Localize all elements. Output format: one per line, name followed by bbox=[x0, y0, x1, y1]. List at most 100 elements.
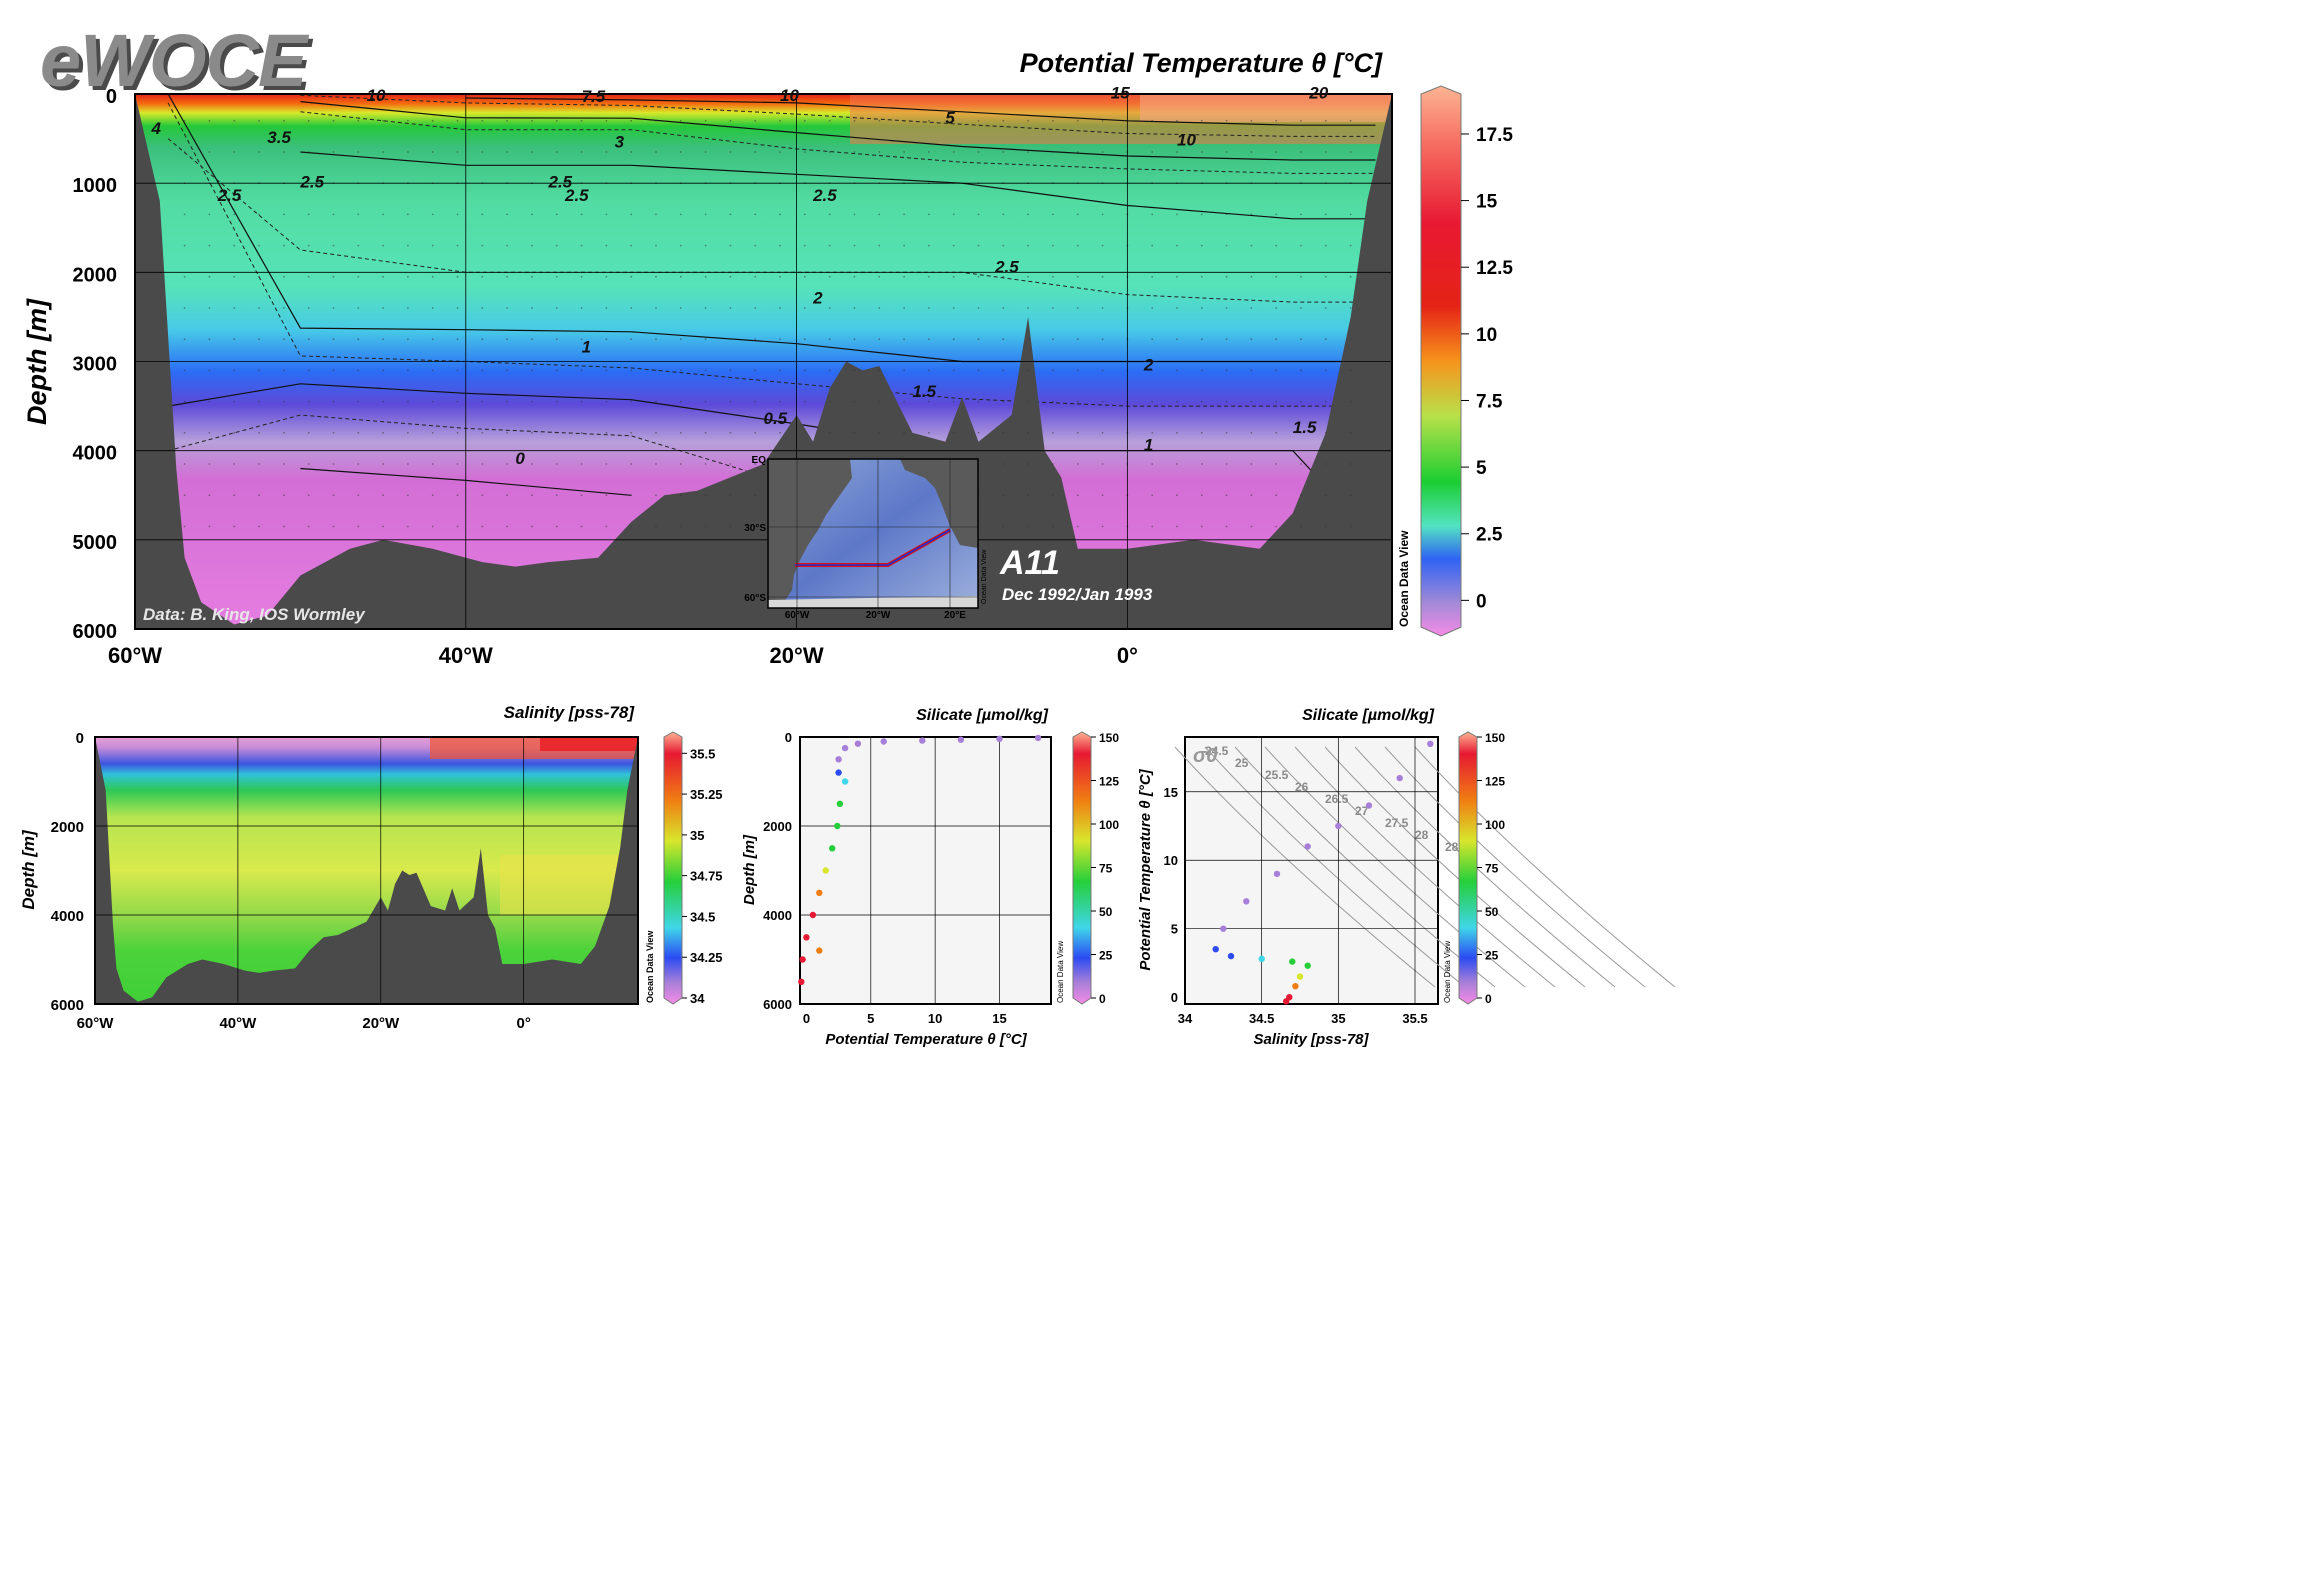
sample-dot bbox=[283, 463, 285, 465]
sample-dot bbox=[580, 369, 583, 372]
sample-dot bbox=[531, 151, 533, 153]
sample-dot bbox=[357, 431, 360, 434]
isotherm-label: 15 bbox=[1111, 84, 1130, 103]
sample-dot bbox=[1002, 151, 1005, 153]
sample-dot bbox=[1027, 213, 1029, 216]
profile-colorbar-ticks: 150 125 100 75 50 25 0 bbox=[1091, 731, 1119, 1006]
sample-dot bbox=[1176, 525, 1178, 528]
salinity-x-tick-label: 20°W bbox=[362, 1015, 400, 1032]
sample-dot bbox=[779, 244, 781, 247]
ts-x-tick-label: 34 bbox=[1178, 1011, 1193, 1026]
sample-dot bbox=[679, 151, 682, 153]
sample-dot bbox=[1324, 119, 1327, 122]
sample-dot bbox=[1275, 369, 1278, 372]
sample-dot bbox=[1027, 431, 1029, 434]
sample-dot bbox=[208, 213, 211, 216]
sample-dot bbox=[1101, 151, 1104, 153]
sample-dot bbox=[1250, 119, 1253, 122]
sample-dot bbox=[1101, 275, 1104, 278]
sample-dot bbox=[903, 400, 905, 403]
sample-dot bbox=[1324, 151, 1327, 153]
sample-dot bbox=[481, 400, 484, 403]
sample-dot bbox=[1052, 431, 1054, 434]
sample-dot bbox=[679, 338, 682, 341]
sample-dot bbox=[407, 307, 409, 309]
sample-dot bbox=[828, 244, 831, 247]
sample-dot bbox=[704, 119, 707, 122]
sample-dot bbox=[431, 119, 434, 122]
isotherm-label: 2.5 bbox=[994, 257, 1019, 276]
sample-dot bbox=[1300, 463, 1302, 465]
sample-dot bbox=[233, 431, 236, 434]
sample-dot bbox=[531, 213, 533, 216]
sample-dot bbox=[1275, 463, 1278, 465]
sample-dot bbox=[1176, 244, 1178, 247]
salinity-y-tick-label: 0 bbox=[76, 730, 84, 747]
ts-point bbox=[1258, 955, 1265, 962]
sample-dot bbox=[431, 369, 434, 372]
sample-dot bbox=[233, 494, 236, 497]
sample-dots bbox=[183, 119, 1352, 528]
sample-dot bbox=[307, 338, 310, 341]
sample-dot bbox=[1076, 213, 1079, 216]
sample-dot bbox=[580, 307, 583, 309]
sample-dot bbox=[630, 119, 633, 122]
sample-dot bbox=[952, 400, 955, 403]
sample-dot bbox=[605, 400, 608, 403]
salinity-colorbar-ticks: 35.5 35.25 35 34.75 34.5 34.25 34 bbox=[682, 746, 723, 1006]
sample-dot bbox=[382, 369, 384, 372]
sample-dot bbox=[1250, 400, 1253, 403]
sample-dot bbox=[1027, 338, 1029, 341]
ts-colorbar-tick-label: 75 bbox=[1485, 862, 1499, 876]
map-odv-label: Ocean Data View bbox=[981, 549, 988, 604]
sample-dot bbox=[779, 431, 781, 434]
sample-dot bbox=[481, 244, 484, 247]
sample-dot bbox=[1200, 338, 1203, 341]
isotherm-label: 10 bbox=[367, 86, 386, 105]
sample-dot bbox=[928, 275, 930, 278]
ts-point bbox=[1304, 962, 1311, 969]
sample-dot bbox=[754, 431, 757, 434]
sample-dot bbox=[580, 151, 583, 153]
salinity-seafloor bbox=[95, 737, 638, 1004]
sample-dot bbox=[283, 213, 285, 216]
sample-dot bbox=[803, 151, 806, 153]
isotherm-label: 0 bbox=[515, 449, 525, 468]
sample-dot bbox=[1151, 525, 1154, 528]
isotherm-label: 2 bbox=[812, 289, 823, 308]
isopycnal-label: 28 bbox=[1415, 828, 1429, 842]
sample-dot bbox=[208, 431, 211, 434]
salinity-panel: Salinity [pss-78] Depth [m] 0 2000 4000 600… bbox=[19, 703, 723, 1032]
sample-dot bbox=[382, 151, 384, 153]
main-colorbar-tick-label: 15 bbox=[1476, 192, 1498, 213]
sample-dot bbox=[456, 494, 459, 497]
sample-dot bbox=[506, 369, 508, 372]
sample-dot bbox=[1101, 400, 1104, 403]
sample-dot bbox=[977, 400, 980, 403]
sample-dot bbox=[903, 119, 905, 122]
salinity-frame bbox=[94, 736, 639, 1005]
sample-dot bbox=[1101, 431, 1104, 434]
sample-dot bbox=[952, 275, 955, 278]
sample-dot bbox=[729, 494, 732, 497]
sample-dot bbox=[779, 213, 781, 216]
sample-dot bbox=[357, 307, 360, 309]
isopycnal-label: 24.5 bbox=[1205, 744, 1229, 758]
sample-dot bbox=[754, 494, 757, 497]
sample-dot bbox=[407, 400, 409, 403]
sample-dot bbox=[1052, 525, 1054, 528]
sample-dot bbox=[1200, 275, 1203, 278]
sample-dot bbox=[803, 307, 806, 309]
ts-point bbox=[1212, 946, 1219, 953]
sample-dot bbox=[1002, 275, 1005, 278]
sample-dot bbox=[555, 213, 558, 216]
sample-dot bbox=[431, 400, 434, 403]
isotherm-label: 2 bbox=[1143, 355, 1154, 374]
sample-dot bbox=[1200, 307, 1203, 309]
sample-dot bbox=[1027, 119, 1029, 122]
isotherm-label: 7.5 bbox=[582, 87, 606, 106]
sample-dot bbox=[1275, 244, 1278, 247]
sample-dot bbox=[729, 369, 732, 372]
sample-dot bbox=[977, 244, 980, 247]
